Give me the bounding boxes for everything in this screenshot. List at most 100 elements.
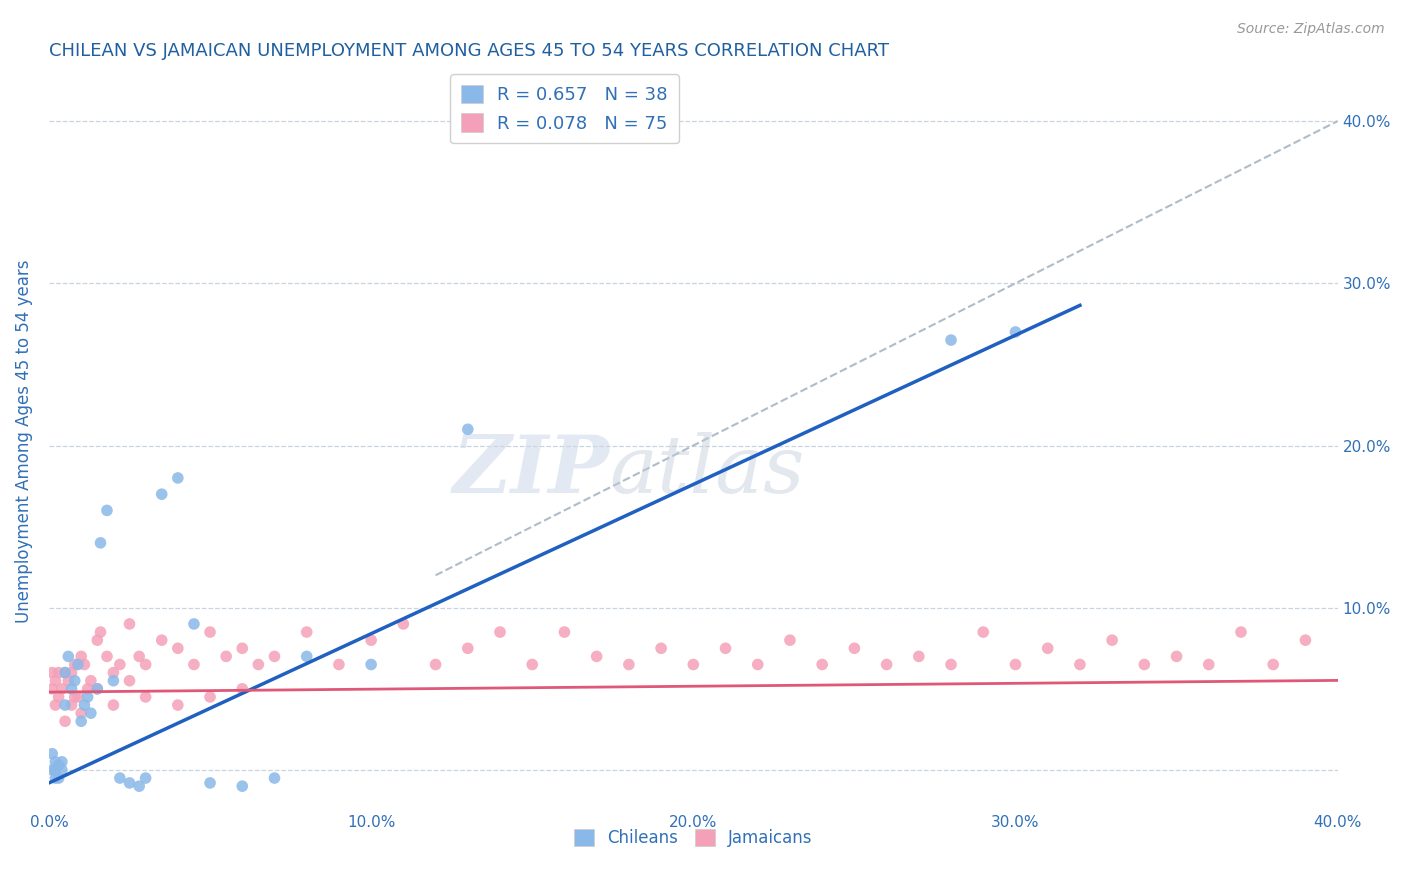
Point bbox=[908, 649, 931, 664]
Point bbox=[128, 649, 150, 664]
Point bbox=[247, 657, 270, 672]
Point bbox=[295, 625, 318, 640]
Point bbox=[118, 776, 141, 790]
Point bbox=[48, 665, 70, 680]
Point bbox=[682, 657, 704, 672]
Point bbox=[1004, 325, 1026, 339]
Point bbox=[103, 665, 125, 680]
Point bbox=[44, 763, 66, 777]
Point bbox=[553, 625, 575, 640]
Point bbox=[939, 657, 962, 672]
Point bbox=[231, 681, 253, 696]
Point bbox=[118, 616, 141, 631]
Point bbox=[714, 641, 737, 656]
Point bbox=[108, 771, 131, 785]
Point bbox=[41, 763, 63, 777]
Point bbox=[53, 665, 76, 680]
Point bbox=[198, 690, 221, 704]
Point bbox=[48, 758, 70, 772]
Point bbox=[183, 616, 205, 631]
Text: ZIP: ZIP bbox=[453, 433, 610, 509]
Point bbox=[1133, 657, 1156, 672]
Point bbox=[166, 471, 188, 485]
Point bbox=[1036, 641, 1059, 656]
Point bbox=[198, 776, 221, 790]
Point bbox=[53, 698, 76, 712]
Point bbox=[489, 625, 512, 640]
Point bbox=[457, 422, 479, 436]
Point bbox=[96, 503, 118, 517]
Point bbox=[51, 681, 73, 696]
Point bbox=[150, 633, 173, 648]
Point bbox=[44, 698, 66, 712]
Point bbox=[1294, 633, 1316, 648]
Point bbox=[58, 673, 80, 688]
Point bbox=[89, 625, 111, 640]
Point bbox=[263, 771, 285, 785]
Point bbox=[80, 706, 103, 721]
Point bbox=[166, 641, 188, 656]
Point bbox=[939, 333, 962, 347]
Point bbox=[135, 771, 157, 785]
Point bbox=[617, 657, 640, 672]
Point bbox=[80, 673, 103, 688]
Point bbox=[41, 665, 63, 680]
Point bbox=[41, 681, 63, 696]
Point bbox=[48, 690, 70, 704]
Point bbox=[198, 625, 221, 640]
Point bbox=[73, 657, 96, 672]
Point bbox=[76, 690, 98, 704]
Point bbox=[972, 625, 994, 640]
Point bbox=[118, 673, 141, 688]
Point bbox=[86, 681, 108, 696]
Point bbox=[63, 673, 86, 688]
Point bbox=[585, 649, 607, 664]
Point bbox=[58, 649, 80, 664]
Point bbox=[392, 616, 415, 631]
Point bbox=[1101, 633, 1123, 648]
Point bbox=[108, 657, 131, 672]
Point bbox=[876, 657, 898, 672]
Point bbox=[263, 649, 285, 664]
Point bbox=[70, 649, 93, 664]
Point bbox=[66, 690, 89, 704]
Point bbox=[650, 641, 672, 656]
Point bbox=[51, 755, 73, 769]
Point bbox=[360, 657, 382, 672]
Point bbox=[76, 681, 98, 696]
Point bbox=[1263, 657, 1285, 672]
Point bbox=[328, 657, 350, 672]
Point bbox=[844, 641, 866, 656]
Point bbox=[1004, 657, 1026, 672]
Point bbox=[70, 706, 93, 721]
Point bbox=[44, 755, 66, 769]
Point bbox=[1198, 657, 1220, 672]
Point bbox=[53, 665, 76, 680]
Point bbox=[457, 641, 479, 656]
Point bbox=[63, 690, 86, 704]
Point bbox=[1166, 649, 1188, 664]
Point bbox=[1230, 625, 1253, 640]
Point bbox=[60, 681, 83, 696]
Point bbox=[60, 698, 83, 712]
Point bbox=[73, 698, 96, 712]
Point bbox=[128, 779, 150, 793]
Point bbox=[215, 649, 238, 664]
Point bbox=[811, 657, 834, 672]
Legend: Chileans, Jamaicans: Chileans, Jamaicans bbox=[567, 822, 820, 854]
Point bbox=[51, 763, 73, 777]
Point bbox=[60, 665, 83, 680]
Point bbox=[779, 633, 801, 648]
Y-axis label: Unemployment Among Ages 45 to 54 years: Unemployment Among Ages 45 to 54 years bbox=[15, 260, 32, 624]
Point bbox=[103, 673, 125, 688]
Text: atlas: atlas bbox=[610, 433, 804, 509]
Point bbox=[425, 657, 447, 672]
Text: CHILEAN VS JAMAICAN UNEMPLOYMENT AMONG AGES 45 TO 54 YEARS CORRELATION CHART: CHILEAN VS JAMAICAN UNEMPLOYMENT AMONG A… bbox=[49, 42, 889, 60]
Point bbox=[295, 649, 318, 664]
Point bbox=[44, 771, 66, 785]
Point bbox=[150, 487, 173, 501]
Text: Source: ZipAtlas.com: Source: ZipAtlas.com bbox=[1237, 22, 1385, 37]
Point bbox=[48, 771, 70, 785]
Point bbox=[135, 657, 157, 672]
Point bbox=[360, 633, 382, 648]
